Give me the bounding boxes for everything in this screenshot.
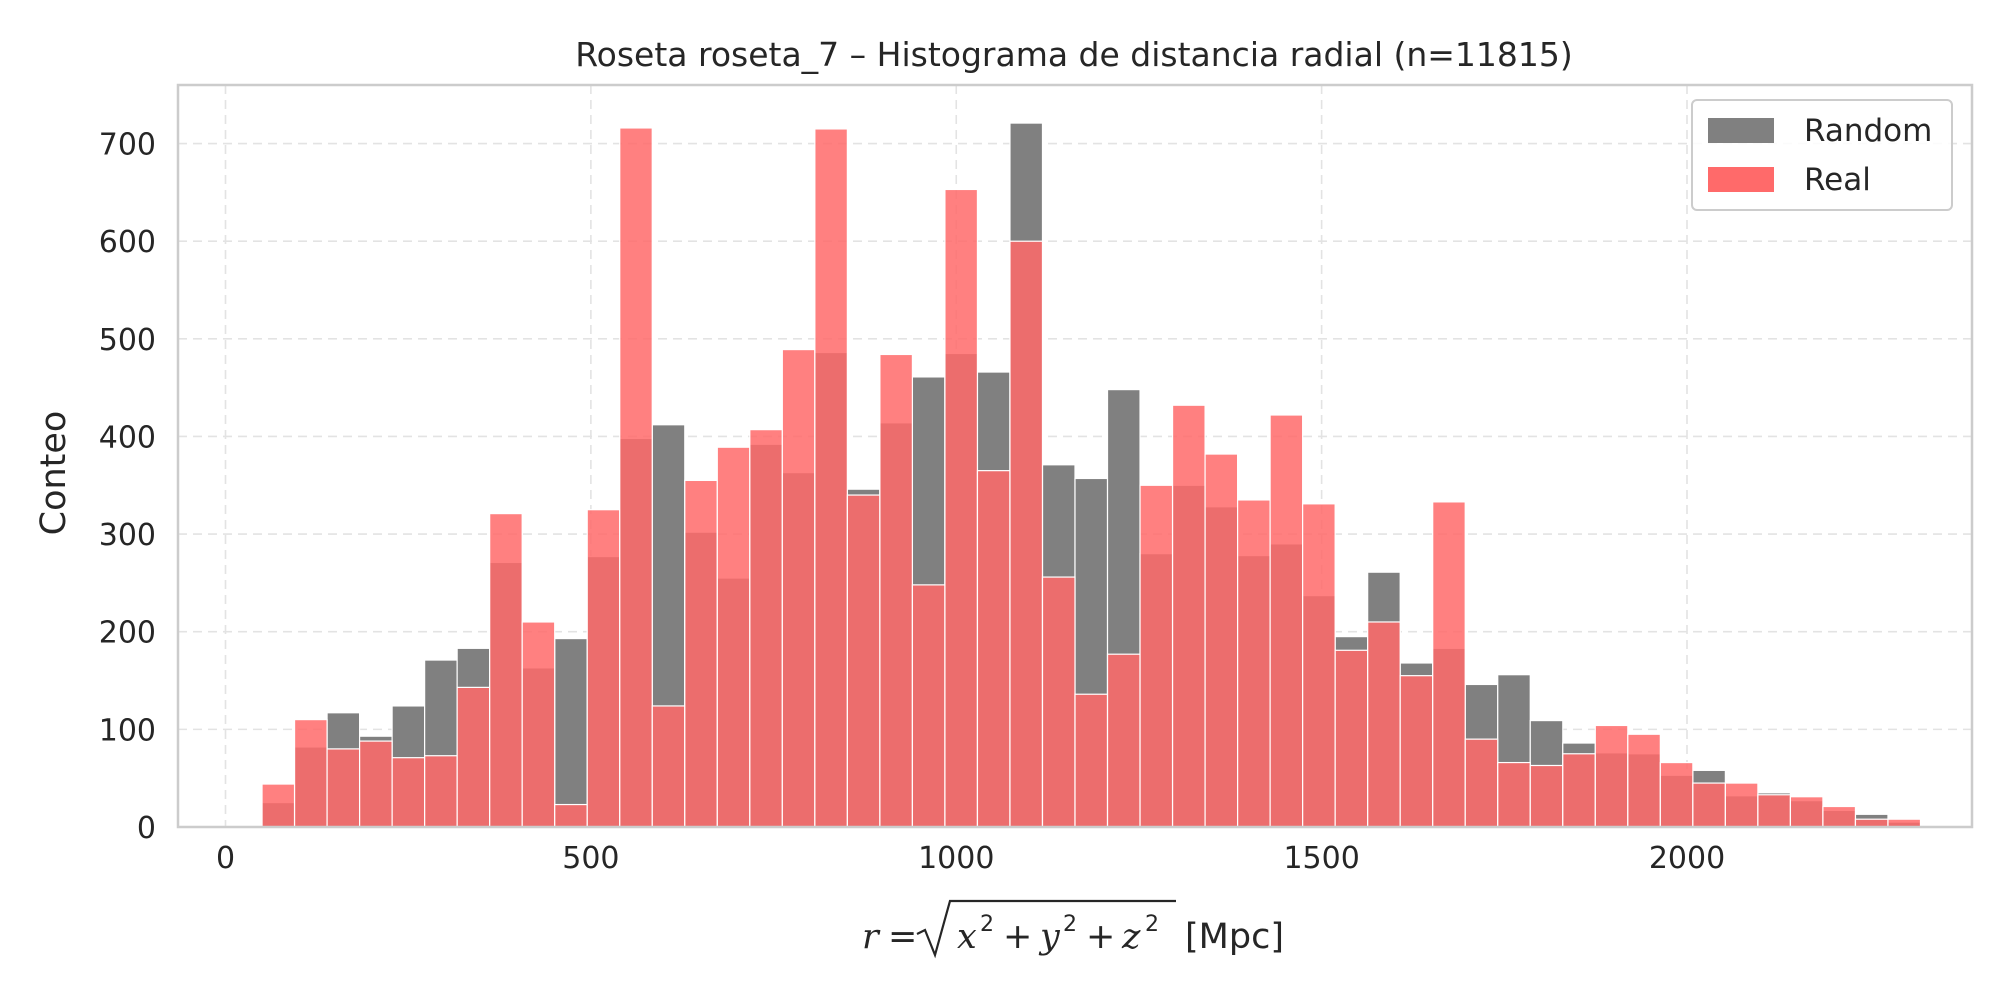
bar-real — [1497, 761, 1531, 828]
bar-real — [716, 446, 751, 828]
bar-real — [586, 509, 621, 828]
bar-real — [911, 584, 946, 828]
bar-real — [1464, 738, 1499, 828]
x-label-x: x — [957, 917, 977, 957]
bar-real — [1334, 649, 1369, 828]
y-tick-label: 200 — [99, 616, 156, 651]
x-label-y: y — [1038, 917, 1061, 957]
x-tick-label: 1000 — [918, 841, 994, 876]
bar-real — [1789, 796, 1824, 828]
x-label-unit: [Mpc] — [1185, 917, 1284, 957]
bar-real — [1139, 484, 1174, 828]
legend-swatch-real — [1708, 167, 1774, 192]
bar-real — [846, 494, 881, 828]
bar-real — [1204, 453, 1239, 828]
bar-real — [1171, 404, 1206, 828]
bar-real — [1594, 724, 1629, 828]
y-axis-label: Conteo — [34, 411, 74, 536]
y-tick-label: 500 — [99, 323, 156, 358]
x-tick-label: 1500 — [1283, 841, 1359, 876]
bar-real — [424, 755, 458, 828]
axis-ticks: 0 100 200 300 400 500 600 700 0 500 1000 1500 2000 — [99, 128, 1725, 876]
x-label-equals: = — [888, 917, 917, 957]
plot-frame — [176, 83, 1974, 829]
y-tick-label: 100 — [99, 713, 156, 748]
x-label-z: z — [1121, 917, 1141, 957]
bar-real — [749, 429, 783, 828]
bar-real — [261, 783, 296, 828]
bar-real — [554, 803, 588, 828]
bar-real — [781, 348, 816, 828]
x-label-plus-2: + — [1086, 917, 1115, 957]
x-tick-label: 2000 — [1649, 841, 1725, 876]
bar-real — [1562, 753, 1596, 828]
bar-real — [814, 128, 848, 828]
bar-real — [1236, 499, 1271, 828]
bar-real — [1659, 761, 1694, 828]
bar-real — [944, 188, 979, 828]
chart-title: Roseta roseta_7 – Histograma de distanci… — [575, 35, 1573, 74]
x-label-exp-3: 2 — [1145, 912, 1159, 937]
bar-real — [1757, 794, 1792, 828]
y-tick-label: 0 — [137, 811, 156, 846]
bar-real — [391, 757, 426, 828]
bar-real — [1041, 576, 1076, 828]
bar-real — [1302, 503, 1336, 828]
bar-real — [1106, 653, 1141, 828]
bar-real — [1692, 782, 1726, 828]
x-tick-label: 500 — [562, 841, 619, 876]
sqrt-sign — [916, 899, 1176, 959]
bar-real — [1009, 240, 1044, 828]
bar-real — [1367, 621, 1401, 828]
bar-real — [326, 748, 361, 828]
y-tick-label: 600 — [99, 225, 156, 260]
bar-real — [1269, 414, 1304, 828]
x-label-exp-1: 2 — [980, 912, 994, 937]
bar-real — [1724, 782, 1759, 828]
bar-real — [1074, 693, 1109, 828]
bar-real — [1822, 805, 1857, 828]
bar-real — [1627, 733, 1661, 828]
bar-real — [1529, 764, 1564, 828]
y-tick-label: 700 — [99, 128, 156, 163]
legend-label-real: Real — [1804, 162, 1871, 198]
y-tick-label: 300 — [99, 518, 156, 553]
x-label-plus-1: + — [1003, 917, 1032, 957]
bar-real — [1432, 501, 1466, 828]
legend-label-random: Random — [1804, 113, 1932, 149]
x-label-exp-2: 2 — [1063, 912, 1077, 937]
y-tick-label: 400 — [99, 420, 156, 455]
bar-real — [293, 719, 328, 828]
bar-real — [1399, 675, 1434, 828]
histogram-bars — [261, 122, 1922, 828]
bar-real — [976, 470, 1011, 828]
bar-real — [489, 513, 523, 828]
bar-real — [619, 127, 653, 828]
bar-real — [684, 479, 718, 828]
bar-random — [554, 637, 588, 828]
legend-swatch-random — [1708, 118, 1774, 143]
bar-real — [521, 621, 556, 828]
x-label-r: r — [862, 917, 881, 957]
bar-real — [879, 353, 914, 828]
x-axis-label: r = x 2 + y 2 + z 2 [Mpc] — [862, 899, 1284, 959]
bar-real — [651, 705, 686, 828]
bar-real — [456, 686, 491, 828]
x-tick-label: 0 — [216, 841, 235, 876]
legend: Random Real — [1691, 99, 1953, 211]
bar-real — [358, 740, 393, 828]
